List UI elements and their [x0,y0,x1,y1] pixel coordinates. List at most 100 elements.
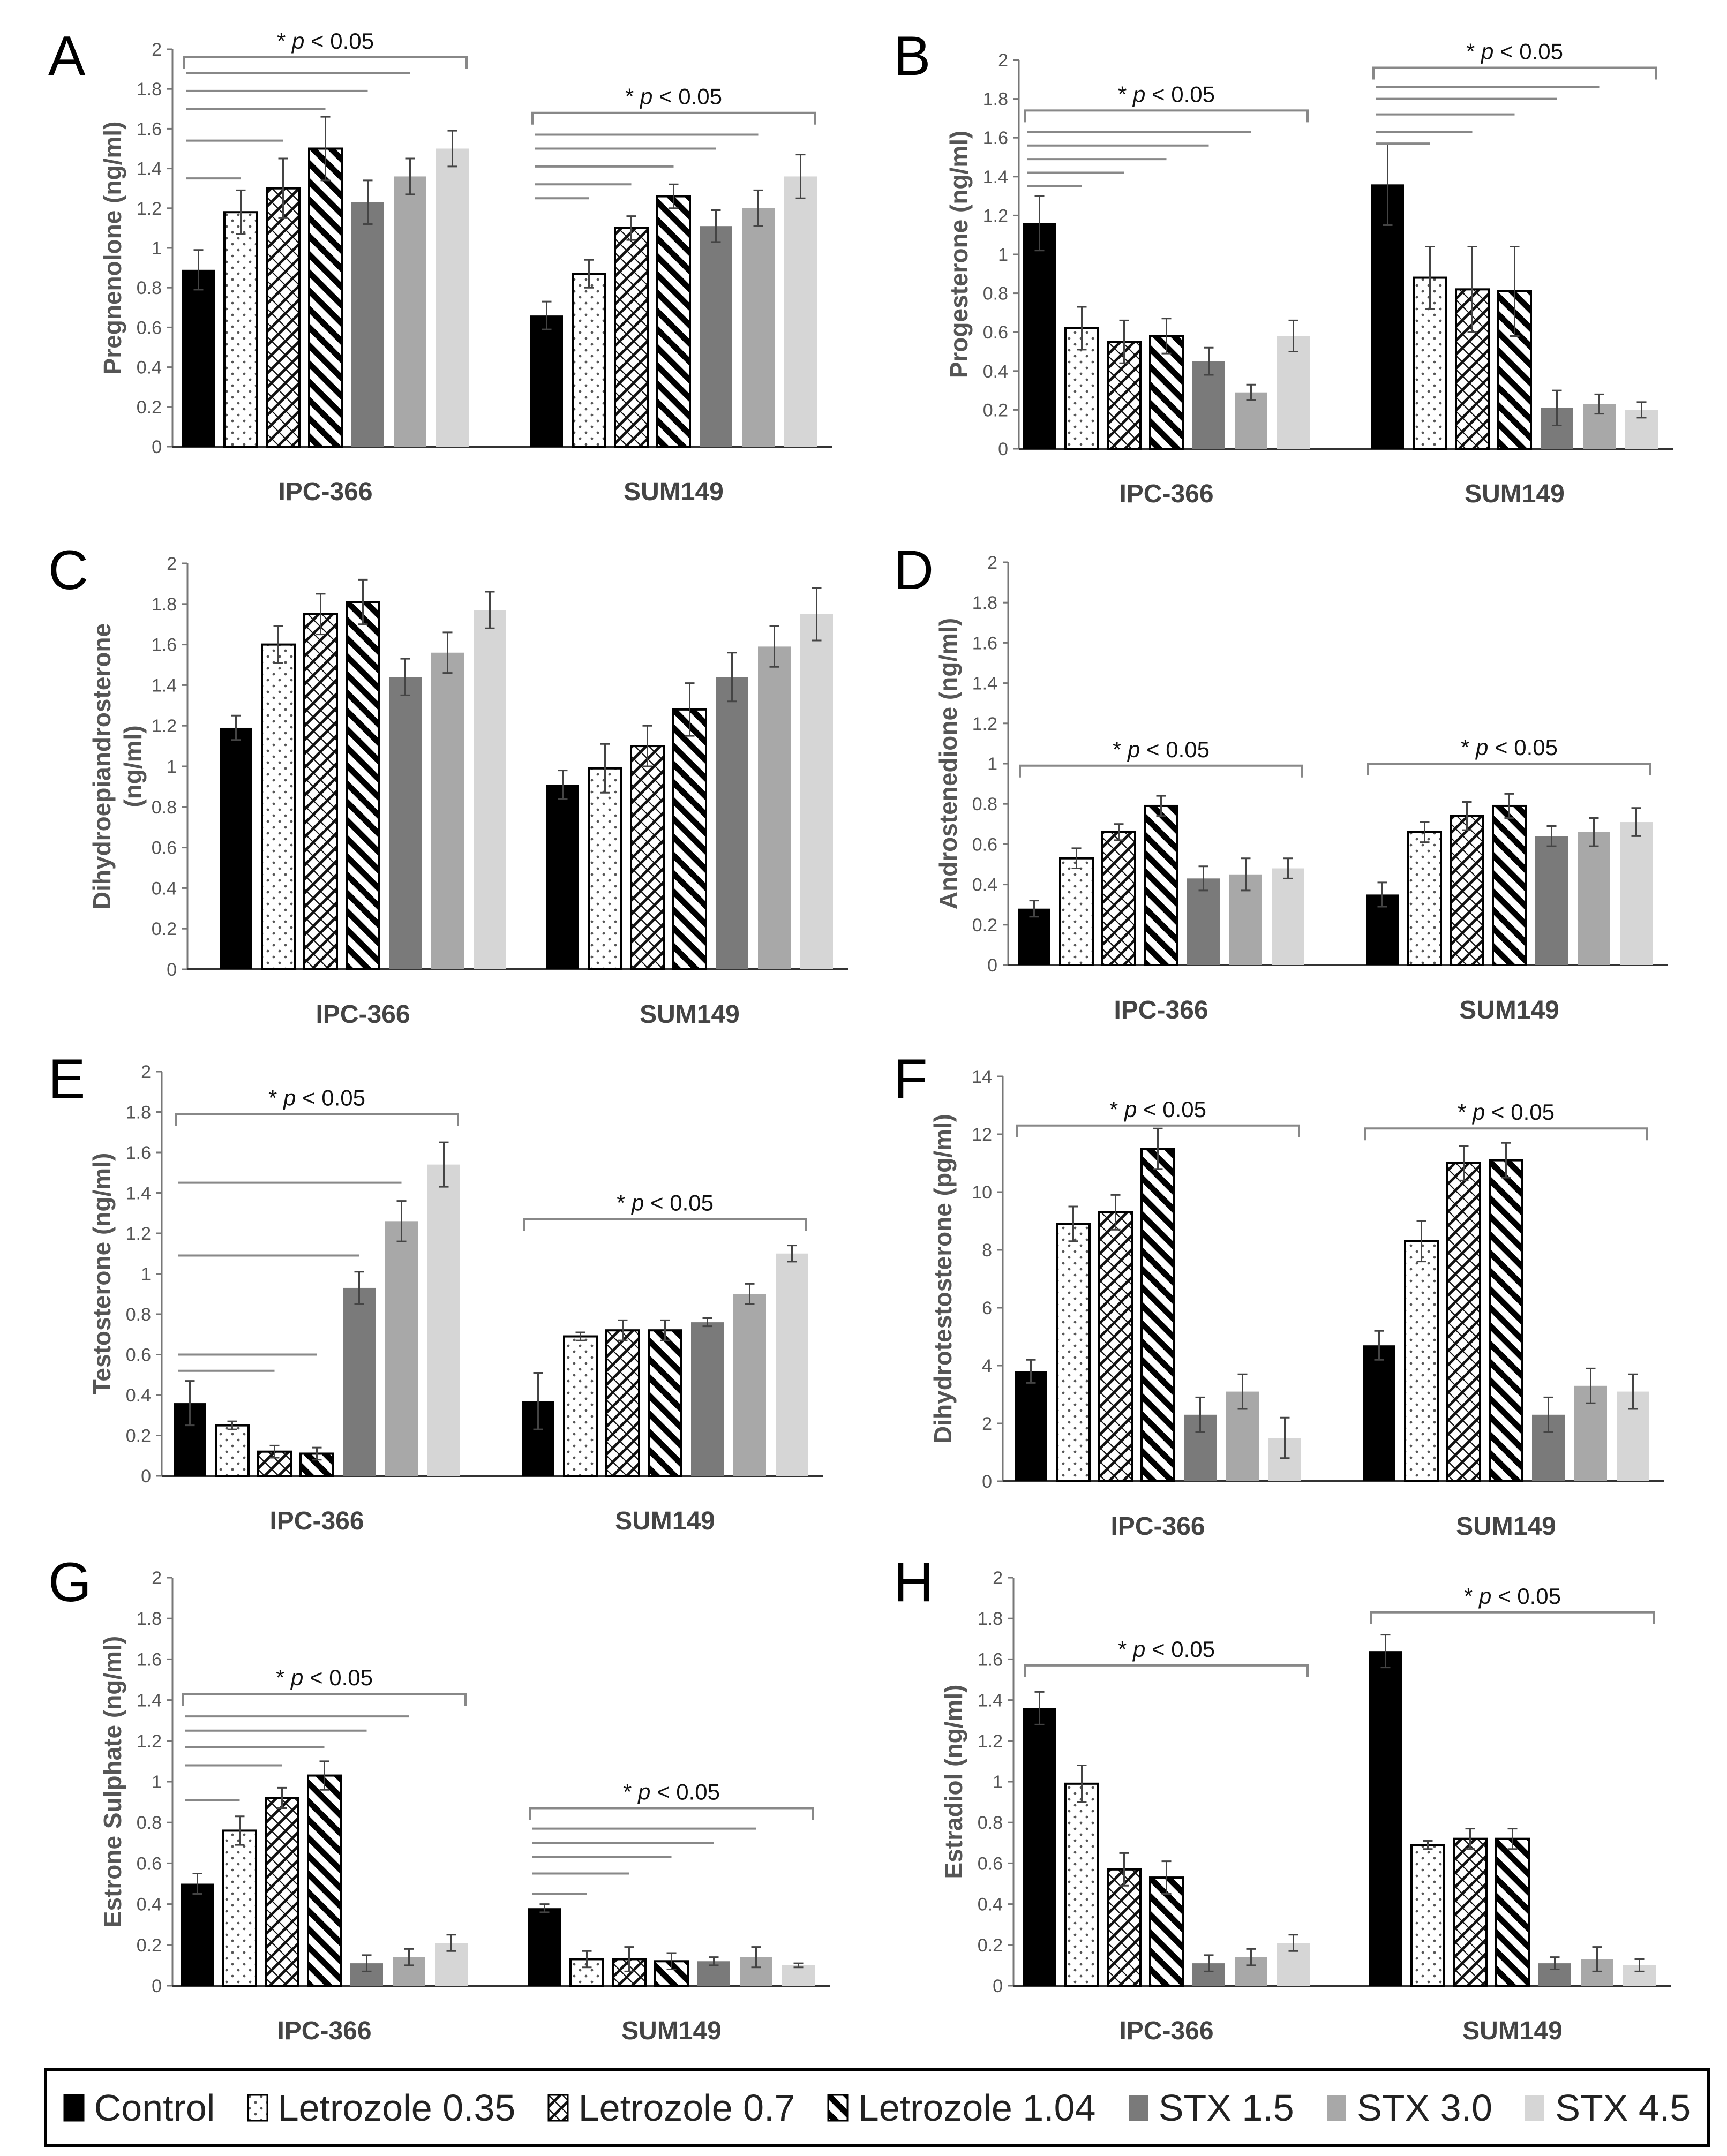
y-tick-label-g: 1.8 [137,1609,162,1629]
y-tick-label-c: 0.2 [152,919,177,939]
y-tick-label-d: 1.4 [972,674,997,694]
bar-d-ipc-366-stx-4-5 [1272,868,1304,965]
y-tick-label-b: 1.6 [983,128,1008,148]
category-label-f-ipc-366: IPC-366 [1110,1512,1205,1541]
bar-c-sum149-stx-4-5 [800,614,833,969]
error-bar-c-sum149-letrozole-0-7 [642,725,652,767]
error-bar-h-sum149-stx-4-5 [1634,1958,1645,1972]
category-label-c-ipc-366: IPC-366 [316,1000,410,1029]
error-bar-c-sum149-stx-4-5 [812,586,822,642]
y-tick-label-h: 0.6 [978,1853,1003,1874]
significance-label-a: * p < 0.05 [625,84,722,109]
error-bar-a-ipc-366-letrozole-0-7 [278,157,288,219]
error-bar-h-ipc-366-stx-3-0 [1246,1948,1256,1966]
bar-e-ipc-366-stx-1-5 [343,1287,376,1476]
bar-f-sum149-letrozole-0-7 [1446,1162,1481,1482]
error-bar-e-ipc-366-letrozole-0-35 [227,1420,237,1430]
bar-a-sum149-stx-3-0 [742,208,775,447]
bar-e-sum149-stx-4-5 [776,1253,808,1476]
y-tick-label-a: 0 [152,437,162,457]
error-bar-b-sum149-stx-3-0 [1594,393,1604,415]
category-label-g-sum149: SUM149 [621,2017,722,2045]
error-bar-d-sum149-stx-3-0 [1589,817,1599,847]
error-bar-g-sum149-letrozole-0-7 [624,1946,634,1972]
y-tick-label-h: 0.4 [978,1895,1003,1915]
bar-e-ipc-366-stx-4-5 [427,1164,460,1476]
error-bar-a-sum149-stx-1-5 [711,209,721,243]
y-tick-label-a: 0.6 [137,318,162,338]
error-bar-d-ipc-366-stx-3-0 [1241,857,1251,892]
category-label-h-ipc-366: IPC-366 [1119,2017,1213,2045]
y-tick-label-b: 1 [998,245,1008,265]
y-tick-label-a: 2 [152,40,162,60]
error-bar-h-ipc-366-letrozole-0-7 [1119,1852,1129,1887]
y-tick-label-h: 0 [993,1976,1003,1996]
error-bar-b-ipc-366-letrozole-0-7 [1119,319,1129,364]
error-bar-h-ipc-366-letrozole-0-35 [1077,1765,1087,1803]
bar-d-sum149-letrozole-0-35 [1407,831,1442,966]
bar-c-sum149-stx-3-0 [758,646,791,969]
legend-label-stx-30: STX 3.0 [1357,2087,1492,2129]
y-tick-label-g: 0 [152,1976,162,1996]
y-tick-label-e: 1 [141,1264,151,1285]
error-bar-c-sum149-letrozole-1-04 [685,682,695,737]
significance-label-g: * p < 0.05 [276,1665,373,1690]
bar-c-sum149-letrozole-1-04 [672,708,707,970]
y-tick-label-e: 0.8 [126,1305,151,1325]
bar-d-sum149-stx-4-5 [1620,822,1653,965]
bar-f-ipc-366-control [1015,1371,1047,1481]
bar-a-ipc-366-control [182,269,215,447]
category-label-h-sum149: SUM149 [1462,2017,1563,2045]
significance-bracket-d [1367,763,1651,775]
bar-d-ipc-366-letrozole-0-35 [1059,857,1094,966]
error-bar-g-ipc-366-letrozole-0-7 [277,1786,287,1810]
y-tick-label-f: 8 [982,1240,992,1261]
y-tick-label-c: 1.6 [152,635,177,655]
bar-g-ipc-366-letrozole-0-7 [265,1797,299,1987]
y-tick-label-g: 0.2 [137,1935,162,1956]
legend-label-letrozole-07: Letrozole 0.7 [578,2087,795,2129]
y-axis-title-b: Progesterone (ng/ml) [945,131,973,379]
y-tick-label-d: 0.4 [972,875,997,895]
category-label-a-ipc-366: IPC-366 [278,478,372,506]
bar-a-sum149-stx-4-5 [784,176,817,447]
y-tick-label-e: 2 [141,1062,151,1082]
bar-d-ipc-366-letrozole-1-04 [1144,804,1178,966]
error-bar-c-sum149-letrozole-0-35 [600,743,610,794]
significance-label-g: * p < 0.05 [623,1780,720,1805]
y-tick-label-a: 1.8 [137,79,162,100]
panel-letter-d: D [893,539,934,601]
bar-f-sum149-letrozole-1-04 [1489,1159,1523,1483]
y-tick-label-h: 1 [993,1772,1003,1792]
error-bar-c-ipc-366-stx-3-0 [442,631,453,674]
y-axis-title-f: Dihydrotestosterone (pg/ml) [929,1114,957,1444]
error-bar-d-sum149-stx-4-5 [1631,807,1641,837]
error-bar-a-ipc-366-stx-3-0 [405,157,415,195]
legend-item-letrozole-104: Letrozole 1.04 [827,2086,1095,2129]
significance-label-f: * p < 0.05 [1109,1097,1206,1122]
error-bar-c-sum149-stx-1-5 [727,652,737,703]
y-tick-label-a: 0.4 [137,358,162,378]
error-bar-a-ipc-366-stx-1-5 [363,179,373,225]
bar-f-ipc-366-letrozole-0-35 [1056,1223,1091,1482]
error-bar-c-sum149-control [558,770,568,800]
legend-item-stx-15: STX 1.5 [1128,2086,1294,2129]
bar-c-sum149-letrozole-0-7 [630,745,665,970]
significance-bracket-e [175,1113,459,1126]
significance-label-d: * p < 0.05 [1461,735,1558,760]
legend-item-stx-30: STX 3.0 [1326,2086,1492,2129]
y-tick-label-a: 0.2 [137,397,162,418]
error-bar-f-ipc-366-stx-3-0 [1237,1373,1248,1410]
y-tick-label-d: 0.8 [972,794,997,815]
error-bar-a-sum149-letrozole-0-35 [584,259,594,289]
legend-item-letrozole-035: Letrozole 0.35 [247,2086,515,2129]
error-bar-g-ipc-366-letrozole-0-35 [235,1815,245,1846]
y-axis-title-d: Androstenedione (ng/ml) [934,618,962,909]
y-tick-label-b: 1.2 [983,206,1008,226]
significance-label-a: * p < 0.05 [277,28,374,54]
category-label-d-sum149: SUM149 [1459,996,1559,1024]
category-label-b-ipc-366: IPC-366 [1119,480,1213,508]
y-tick-label-h: 0.8 [978,1813,1003,1833]
error-bar-b-ipc-366-stx-1-5 [1204,346,1214,376]
